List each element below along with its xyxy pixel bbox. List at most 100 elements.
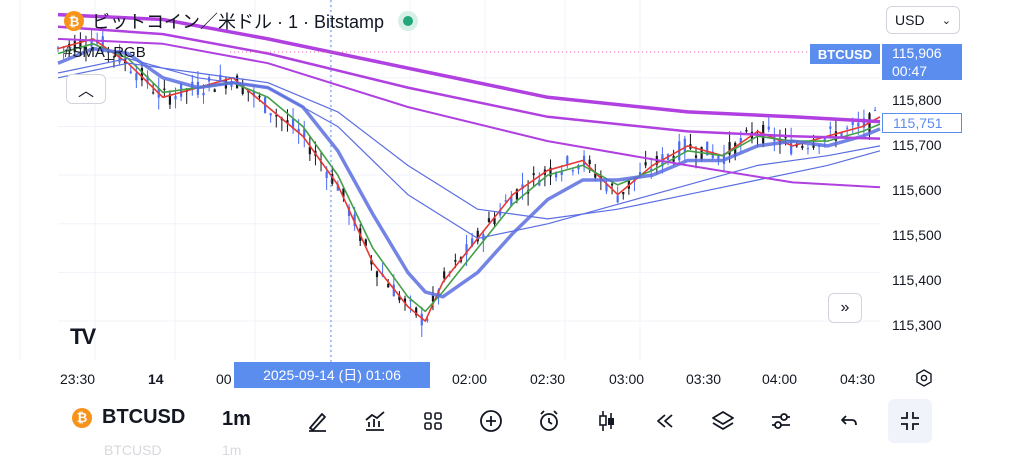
x-axis-label[interactable]: 00 (216, 371, 232, 387)
y-axis-label[interactable]: 115,300 (892, 317, 942, 333)
candle-body (409, 300, 412, 302)
chevron-down-icon: ⌄ (941, 14, 951, 27)
scroll-to-realtime-button[interactable]: » (828, 293, 862, 323)
candle-body (560, 171, 563, 176)
settings-sliders-icon[interactable] (764, 404, 798, 438)
replay-icon[interactable] (648, 404, 682, 438)
candle-body (566, 156, 569, 165)
collapse-legend-button[interactable]: ︿ (66, 74, 106, 104)
indicators-icon[interactable] (358, 404, 392, 438)
candle-body (728, 142, 731, 155)
candle-body (493, 218, 496, 225)
candle-body (420, 313, 423, 326)
candle-body (129, 71, 132, 74)
symbol-selector[interactable]: ₿ BTCUSD (72, 406, 185, 429)
candle-body (874, 110, 877, 112)
candle-body (588, 159, 591, 165)
candle-body (857, 122, 860, 127)
y-axis-label[interactable]: 115,700 (892, 137, 942, 153)
candle-body (297, 128, 300, 133)
candle-body (790, 139, 793, 155)
plus-circle-icon[interactable] (474, 404, 508, 438)
candle-body (79, 39, 82, 50)
candle-body (487, 218, 491, 223)
x-axis-label[interactable]: 04:00 (762, 371, 798, 387)
candles-icon[interactable] (590, 404, 624, 438)
candle-body (465, 244, 468, 255)
timeframe-selector[interactable]: 1m (222, 408, 251, 430)
candle-body (387, 283, 390, 288)
market-status-icon[interactable] (398, 11, 419, 31)
indicator-label[interactable]: #SMA_RGB (64, 44, 146, 61)
pen-icon[interactable] (300, 404, 334, 438)
candle-body (532, 173, 535, 176)
candle-body (219, 74, 222, 81)
candle-body (521, 184, 524, 190)
candle-body (202, 92, 205, 96)
candle-body (784, 136, 787, 139)
crosshair-time-label: 2025-09-14 (日) 01:06 (234, 362, 430, 388)
collapse-icon[interactable] (888, 399, 932, 443)
x-axis-label[interactable]: 04:30 (840, 371, 876, 387)
candle-body (739, 137, 742, 143)
y-axis-label[interactable]: 115,500 (892, 227, 942, 243)
candle-body (336, 184, 339, 191)
sma-line (57, 62, 881, 220)
candle-body (146, 75, 149, 84)
candle-body (403, 298, 407, 304)
candle-body (549, 167, 552, 177)
currency-selector[interactable]: USD ⌄ (886, 6, 960, 34)
candle-body (247, 91, 250, 93)
y-axis-label[interactable]: 115,600 (892, 182, 942, 198)
candle-body (342, 188, 345, 198)
alarm-icon[interactable] (532, 404, 566, 438)
candle-body (174, 95, 177, 100)
candle-body (862, 118, 866, 128)
y-axis-label[interactable]: 115,400 (892, 272, 942, 288)
x-axis-label[interactable]: 03:00 (609, 371, 645, 387)
currency-label: USD (895, 12, 925, 28)
candle-body (476, 230, 479, 242)
bitcoin-logo-icon: ₿ (72, 407, 92, 428)
symbol-name: BTCUSD (102, 406, 186, 428)
candle-body (694, 155, 698, 158)
candle-body (650, 168, 653, 171)
candle-body (286, 120, 289, 124)
undo-icon[interactable] (832, 404, 866, 438)
candle-body (683, 138, 686, 153)
x-axis-label[interactable]: 23:30 (60, 371, 96, 387)
chevron-up-icon: ︿ (77, 83, 94, 100)
candle-body (101, 36, 104, 53)
candle-body (118, 49, 121, 63)
bar-countdown: 00:47 (892, 63, 928, 79)
candle-body (163, 88, 166, 90)
candle-body (504, 200, 507, 202)
candle-body (834, 131, 838, 141)
x-axis-label[interactable]: 03:30 (686, 371, 722, 387)
sma-line (57, 25, 881, 140)
candle-body (745, 130, 748, 132)
candle-body (252, 90, 255, 97)
grid-icon[interactable] (416, 404, 450, 438)
ghost-symbol: BTCUSD (104, 442, 162, 458)
candle-body (616, 195, 619, 203)
candle-body (84, 47, 88, 50)
candle-body (308, 147, 311, 155)
double-chevron-right-icon: » (840, 299, 850, 316)
y-axis-label[interactable]: 115,800 (892, 92, 942, 108)
candle-body (706, 141, 709, 156)
x-axis-label[interactable]: 02:00 (452, 371, 488, 387)
chart-title[interactable]: ビットコイン／米ドル · 1 · Bitstamp (92, 12, 385, 32)
candle-body (375, 271, 379, 278)
candle-body (638, 172, 642, 178)
candle-body (392, 284, 395, 297)
candle-body (454, 260, 457, 262)
x-axis-label[interactable]: 14 (148, 371, 164, 387)
chart-settings-icon[interactable] (914, 368, 934, 388)
x-axis-label[interactable]: 02:30 (530, 371, 566, 387)
candle-body (325, 171, 328, 179)
layers-icon[interactable] (706, 404, 740, 438)
candle-body (353, 214, 356, 227)
